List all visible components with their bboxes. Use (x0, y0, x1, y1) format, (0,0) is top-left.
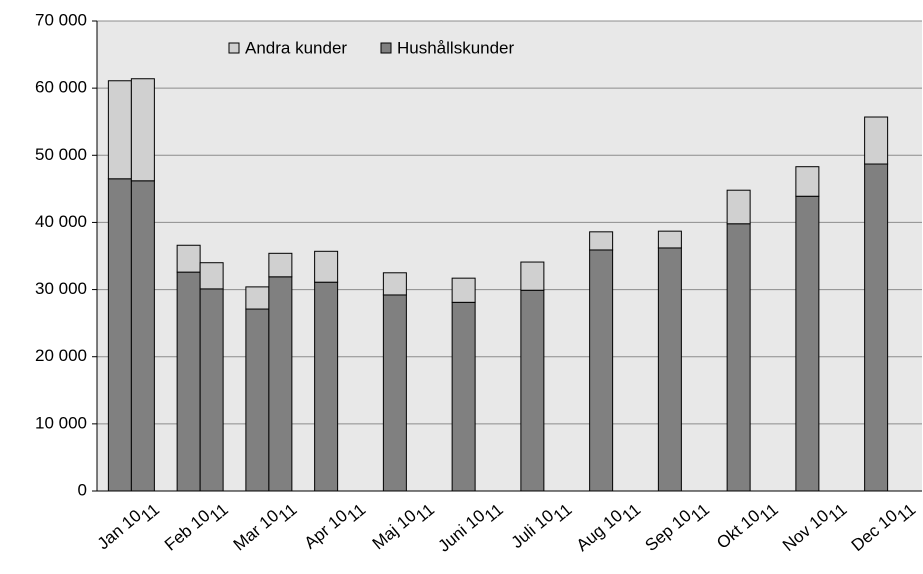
x-tick-label: Juli 1011 (508, 495, 576, 558)
x-tick-label: Apr 1011 (301, 495, 370, 558)
x-tick-label-main: Mar 10 (230, 506, 283, 555)
y-tick-label: 10 000 (35, 413, 87, 432)
bar-segment (520, 261, 545, 291)
bar-segment (176, 271, 201, 492)
bar-segment (451, 277, 476, 303)
x-tick-label: Maj 1011 (369, 495, 438, 559)
bar-segment (657, 230, 682, 249)
bar-segment (268, 276, 293, 492)
bar-segment (268, 252, 293, 278)
bar-segment (199, 288, 224, 492)
x-tick-label-main: Juni 10 (435, 506, 489, 556)
y-tick-label: 0 (78, 480, 87, 499)
bar-segment (589, 231, 614, 251)
bar-segment (245, 308, 270, 492)
bar-segment (130, 180, 155, 492)
bar-segment (589, 249, 614, 492)
bar-segment (314, 250, 339, 283)
x-tick-label-main: Sep 10 (642, 506, 695, 555)
x-tick-label: Juni 1011 (435, 495, 507, 562)
legend-swatch (380, 42, 392, 54)
bar-segment (726, 189, 751, 225)
x-tick-label: Sep 1011 (642, 495, 714, 561)
bar-segment (130, 78, 155, 182)
bar-segment (314, 281, 339, 492)
bar-segment (657, 247, 682, 492)
y-tick-label: 70 000 (35, 10, 87, 29)
x-tick-label: Nov 1011 (779, 495, 851, 561)
bar-segment (520, 289, 545, 492)
x-tick-label: Feb 1011 (161, 495, 232, 560)
bar-segment (107, 178, 132, 492)
bar-segment (382, 272, 407, 296)
bar-segment (107, 80, 132, 180)
plot-area (97, 21, 922, 491)
legend-label: Hushållskunder (397, 38, 515, 57)
x-tick-label-main: Aug 10 (573, 506, 626, 555)
legend-swatch (228, 42, 240, 54)
x-tick-label-main: Feb 10 (161, 506, 214, 555)
legend-label: Andra kunder (245, 38, 347, 57)
bar-segment (726, 223, 751, 492)
x-tick-label: Aug 1011 (573, 495, 645, 561)
bar-segment (795, 195, 820, 492)
x-tick-label-main: Jan 10 (94, 506, 145, 553)
bar-segment (864, 116, 889, 165)
bar-segment (795, 166, 820, 197)
x-tick-label: Jan 1011 (94, 495, 163, 559)
x-tick-label: Dec 1011 (848, 495, 920, 561)
bar-segment (199, 262, 224, 290)
x-tick-label-main: Nov 10 (779, 506, 832, 555)
y-tick-label: 40 000 (35, 212, 87, 231)
y-tick-label: 60 000 (35, 78, 87, 97)
x-tick-label-main: Maj 10 (369, 506, 420, 553)
bar-segment (864, 163, 889, 492)
y-tick-label: 50 000 (35, 145, 87, 164)
y-tick-label: 20 000 (35, 346, 87, 365)
x-tick-label: Okt 1011 (713, 495, 782, 558)
bar-segment (451, 301, 476, 492)
x-tick-label: Mar 1011 (230, 495, 301, 560)
y-tick-label: 30 000 (35, 279, 87, 298)
x-tick-label-main: Dec 10 (848, 506, 901, 555)
bar-segment (245, 286, 270, 310)
bar-segment (382, 294, 407, 492)
bar-segment (176, 244, 201, 273)
